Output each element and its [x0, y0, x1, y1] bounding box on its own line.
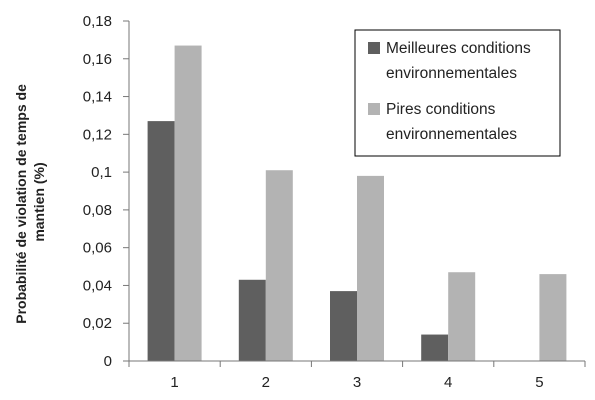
y-tick-label: 0,04 [83, 277, 112, 294]
y-tick-label: 0,1 [91, 164, 112, 181]
legend-label-pires: Pires conditions environnementales [386, 101, 517, 143]
bars [147, 45, 567, 362]
legend-box [354, 29, 561, 157]
legend-label-meilleures: Meilleures conditions environnementales [386, 40, 535, 82]
x-tick-label: 1 [170, 374, 178, 391]
legend: Meilleures conditions environnementales … [354, 29, 561, 157]
bar-series-1-cat-1 [147, 121, 175, 361]
bar-series-1-cat-4 [421, 334, 449, 361]
legend-swatch-meilleures [368, 42, 380, 54]
bar-series-2-cat-4 [448, 272, 476, 361]
y-axis-title-line-1: Probabilité de violation de temps de [13, 84, 29, 324]
bar-series-2-cat-2 [265, 170, 293, 361]
bar-series-2-cat-1 [174, 45, 202, 362]
bar-series-2-cat-3 [357, 175, 384, 361]
bar-series-2-cat-5 [539, 274, 567, 361]
y-tick-label: 0,06 [83, 240, 112, 257]
x-tick-label: 4 [444, 374, 452, 391]
legend-label-meilleures-line-1: Meilleures conditions [386, 40, 531, 57]
svg-text:Probabilité de violation de te: Probabilité de violation de temps de man… [13, 80, 47, 324]
y-axis-title: Probabilité de violation de temps de man… [13, 80, 47, 324]
y-tick-label: 0,14 [83, 89, 112, 106]
x-tick-labels: 1 2 3 4 5 [170, 374, 543, 391]
y-tick-label: 0 [104, 353, 112, 370]
x-tick-label: 3 [353, 374, 361, 391]
y-tick-label: 0,08 [83, 202, 112, 219]
legend-label-meilleures-line-2: environnementales [386, 65, 517, 82]
axes [123, 20, 586, 367]
y-tick-label: 0,02 [83, 315, 112, 332]
y-tick-label: 0,12 [83, 126, 112, 143]
y-tick-label: 0,18 [83, 13, 112, 30]
x-tick-label: 2 [262, 374, 270, 391]
legend-swatch-pires [368, 103, 380, 115]
y-axis-title-line-2: mantien (%) [31, 162, 47, 241]
y-tick-label: 0,16 [83, 51, 112, 68]
x-tick-label: 5 [535, 374, 543, 391]
y-tick-labels: 0 0,02 0,04 0,06 0,08 0,1 0,12 0,14 0,16 0,18 [83, 13, 112, 370]
legend-label-pires-line-2: environnementales [386, 126, 517, 143]
bar-series-1-cat-3 [330, 291, 357, 361]
legend-label-pires-line-1: Pires conditions [386, 101, 496, 118]
bar-series-1-cat-2 [238, 279, 266, 361]
